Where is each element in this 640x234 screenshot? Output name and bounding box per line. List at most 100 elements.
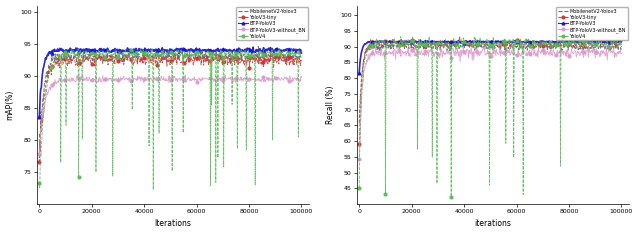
BTP-YoloV3-without_BN: [355, 157, 363, 160]
BTP-YoloV3: [481, 40, 489, 43]
YoloV3-tiny: [267, 50, 275, 53]
BTP-YoloV3: [249, 46, 257, 49]
YoloV4: [298, 50, 305, 53]
BTP-YoloV3-without_BN: [498, 49, 506, 52]
YoloV4: [499, 39, 506, 41]
BTP-YoloV3-without_BN: [177, 77, 185, 80]
BTP-YoloV3-without_BN: [512, 54, 520, 57]
Line: BTP-YoloV3-without_BN: BTP-YoloV3-without_BN: [38, 73, 303, 155]
BTP-YoloV3-without_BN: [298, 76, 305, 79]
YoloV4: [481, 43, 489, 46]
BTP-YoloV3: [571, 40, 579, 43]
MobilenetV2-Yolov3: [482, 43, 490, 46]
BTP-YoloV3-without_BN: [251, 79, 259, 82]
MobilenetV2-Yolov3: [161, 55, 169, 58]
Line: YoloV4: YoloV4: [358, 35, 623, 198]
MobilenetV2-Yolov3: [292, 48, 300, 50]
Line: BTP-YoloV3: BTP-YoloV3: [38, 46, 303, 119]
MobilenetV2-Yolov3: [512, 45, 520, 48]
X-axis label: Iterations: Iterations: [154, 219, 191, 228]
BTP-YoloV3: [161, 48, 169, 51]
Line: YoloV3-tiny: YoloV3-tiny: [38, 50, 303, 164]
YoloV3-tiny: [177, 61, 185, 64]
BTP-YoloV3: [355, 71, 363, 74]
YoloV4: [425, 35, 433, 38]
YoloV4: [161, 53, 169, 56]
BTP-YoloV3-without_BN: [35, 152, 43, 155]
Y-axis label: Recall (%): Recall (%): [326, 86, 335, 124]
YoloV3-tiny: [512, 42, 520, 44]
BTP-YoloV3-without_BN: [482, 53, 490, 56]
YoloV3-tiny: [250, 55, 258, 58]
YoloV4: [618, 44, 625, 46]
BTP-YoloV3-without_BN: [571, 49, 579, 52]
BTP-YoloV3-without_BN: [292, 78, 300, 81]
MobilenetV2-Yolov3: [255, 45, 262, 48]
BTP-YoloV3-without_BN: [160, 75, 168, 78]
YoloV3-tiny: [161, 54, 169, 57]
YoloV3-tiny: [292, 58, 300, 61]
YoloV4: [163, 51, 170, 54]
MobilenetV2-Yolov3: [355, 122, 363, 125]
BTP-YoloV3-without_BN: [612, 52, 620, 55]
YoloV4: [483, 40, 490, 43]
BTP-YoloV3: [191, 48, 199, 51]
YoloV3-tiny: [612, 46, 620, 49]
BTP-YoloV3: [160, 48, 168, 51]
BTP-YoloV3: [35, 116, 43, 119]
MobilenetV2-Yolov3: [35, 162, 43, 165]
MobilenetV2-Yolov3: [481, 44, 488, 46]
Legend: MobilenetV2-Yolov3, YoloV3-tiny, BTP-YoloV3, BTP-YoloV3-without_BN, YoloV4: MobilenetV2-Yolov3, YoloV3-tiny, BTP-Yol…: [236, 7, 308, 40]
YoloV4: [292, 51, 300, 54]
Line: YoloV3-tiny: YoloV3-tiny: [358, 35, 623, 146]
MobilenetV2-Yolov3: [612, 47, 620, 49]
YoloV4: [513, 40, 520, 42]
BTP-YoloV3: [618, 40, 625, 43]
YoloV3-tiny: [481, 44, 488, 47]
YoloV4: [179, 51, 186, 54]
BTP-YoloV3: [251, 51, 259, 53]
Y-axis label: mAP(%): mAP(%): [6, 90, 15, 120]
Line: YoloV4: YoloV4: [38, 47, 303, 191]
BTP-YoloV3-without_BN: [182, 73, 189, 76]
Line: MobilenetV2-Yolov3: MobilenetV2-Yolov3: [359, 41, 621, 123]
Legend: MobilenetV2-Yolov3, YoloV3-tiny, BTP-YoloV3, BTP-YoloV3-without_BN, YoloV4: MobilenetV2-Yolov3, YoloV3-tiny, BTP-Yol…: [556, 7, 628, 40]
BTP-YoloV3: [512, 40, 520, 43]
MobilenetV2-Yolov3: [571, 44, 579, 47]
BTP-YoloV3-without_BN: [460, 45, 467, 48]
YoloV3-tiny: [571, 41, 579, 44]
BTP-YoloV3-without_BN: [481, 45, 488, 48]
YoloV4: [193, 55, 200, 57]
MobilenetV2-Yolov3: [177, 52, 185, 55]
YoloV4: [252, 183, 259, 186]
MobilenetV2-Yolov3: [618, 44, 625, 47]
X-axis label: iterations: iterations: [474, 219, 511, 228]
YoloV3-tiny: [618, 40, 625, 43]
BTP-YoloV3-without_BN: [618, 52, 625, 55]
YoloV4: [447, 195, 455, 198]
BTP-YoloV3: [177, 47, 185, 50]
YoloV3-tiny: [160, 59, 168, 62]
YoloV4: [355, 186, 363, 189]
Line: MobilenetV2-Yolov3: MobilenetV2-Yolov3: [39, 47, 301, 163]
YoloV3-tiny: [191, 52, 199, 55]
BTP-YoloV3: [292, 50, 300, 53]
MobilenetV2-Yolov3: [250, 57, 258, 60]
YoloV4: [612, 41, 620, 44]
YoloV3-tiny: [498, 43, 506, 46]
BTP-YoloV3-without_BN: [192, 78, 200, 81]
MobilenetV2-Yolov3: [298, 56, 305, 59]
MobilenetV2-Yolov3: [191, 54, 199, 57]
BTP-YoloV3: [612, 41, 620, 44]
BTP-YoloV3: [511, 39, 519, 42]
BTP-YoloV3: [480, 40, 488, 43]
YoloV3-tiny: [482, 43, 490, 46]
BTP-YoloV3-without_BN: [161, 80, 169, 82]
BTP-YoloV3: [497, 40, 505, 43]
YoloV4: [137, 47, 145, 50]
YoloV3-tiny: [35, 161, 43, 164]
YoloV3-tiny: [298, 62, 305, 65]
MobilenetV2-Yolov3: [160, 51, 168, 54]
Line: BTP-YoloV3-without_BN: BTP-YoloV3-without_BN: [358, 45, 623, 160]
YoloV3-tiny: [456, 35, 463, 38]
